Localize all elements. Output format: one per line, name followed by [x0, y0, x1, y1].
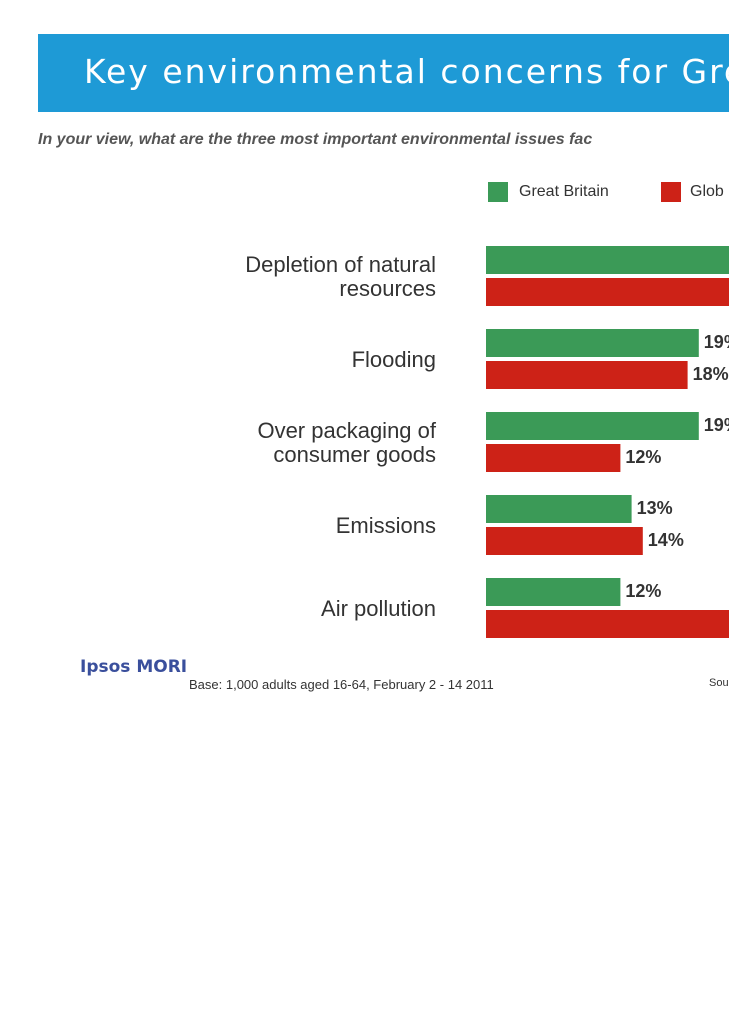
legend-swatch-great-britain — [488, 182, 508, 202]
source-note: Sou — [709, 677, 729, 689]
bar-great-britain — [486, 329, 699, 357]
bar-global — [486, 444, 621, 472]
data-label: 13% — [637, 498, 673, 518]
bar-global — [486, 527, 643, 555]
category-label: Depletion of natural — [245, 252, 436, 277]
data-label: 12% — [625, 581, 661, 601]
legend-label-global: Glob — [690, 183, 724, 200]
bar-great-britain — [486, 412, 699, 440]
category-label: resources — [339, 276, 436, 301]
category-label: Flooding — [352, 347, 436, 372]
bar-great-britain — [486, 246, 729, 274]
page-title: Key environmental concerns for Great — [84, 52, 729, 91]
bar-global — [486, 361, 688, 389]
legend-swatch-global — [661, 182, 681, 202]
title-bar: Key environmental concerns for Great — [38, 34, 729, 112]
bar-global — [486, 610, 729, 638]
legend-label-great-britain: Great Britain — [519, 183, 609, 200]
data-label: 19% — [704, 415, 729, 435]
ipsos-mori-logo: Ipsos MORI — [80, 657, 188, 677]
bar-great-britain — [486, 495, 632, 523]
category-label: Emissions — [336, 513, 436, 538]
data-label: 18% — [693, 364, 729, 384]
bar-global — [486, 278, 729, 306]
data-label: 12% — [625, 447, 661, 467]
data-label: 19% — [704, 332, 729, 352]
bar-great-britain — [486, 578, 621, 606]
category-label: consumer goods — [273, 442, 436, 467]
question-text: In your view, what are the three most im… — [38, 131, 593, 148]
category-label: Air pollution — [321, 596, 436, 621]
base-note: Base: 1,000 adults aged 16-64, February … — [189, 677, 494, 692]
category-label: Over packaging of — [257, 418, 436, 443]
data-label: 14% — [648, 530, 684, 550]
